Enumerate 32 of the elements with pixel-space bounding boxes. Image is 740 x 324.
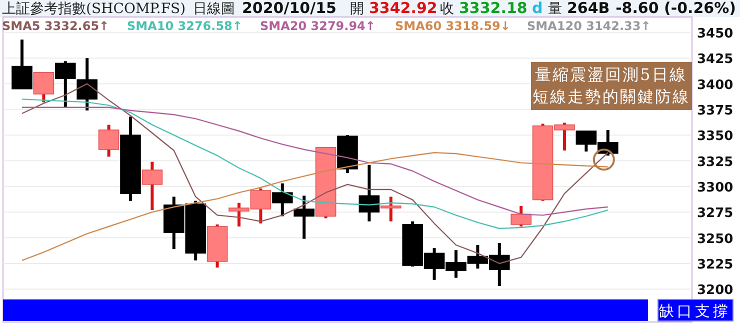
annotation: 2020/10/15 <box>242 0 336 17</box>
text: SMA5 3332.65↑ <box>2 19 110 33</box>
y-tick-label: 3450 <box>697 26 734 42</box>
y-tick-label: 3200 <box>697 283 734 298</box>
band: 缺口支撐 <box>3 298 734 322</box>
note: 量縮震盪回測5日線 短線走勢的關鍵防線 <box>531 62 692 110</box>
text: SMA20 3279.94↑ <box>260 19 376 33</box>
band-label: 缺口支撐 <box>659 302 731 320</box>
chart-title: 上証參考指數(SHCOMP.FS) <box>2 1 186 17</box>
annotation: 量縮震盪回測5日線 <box>535 65 687 84</box>
annotation: 開 <box>350 1 364 17</box>
annotation: d <box>532 0 543 17</box>
y-tick-label: 3225 <box>697 257 734 272</box>
y-tick-label: 3350 <box>697 129 734 144</box>
annotation: 3332.18 <box>459 0 528 17</box>
annotation: -8.60 (-0.26%) <box>616 0 736 17</box>
annotation: 日線圖 <box>193 1 235 17</box>
text: SMA60 3318.59↓ <box>395 19 510 33</box>
y-tick-label: 3275 <box>697 206 734 222</box>
annotation: SMA120 3142.33↑ <box>527 19 651 33</box>
y-tick-label: 3375 <box>697 103 734 118</box>
y-tick-label: 3250 <box>697 232 734 247</box>
annotation: 短線走勢的關鍵防線 <box>532 87 690 106</box>
y-tick-label: 3425 <box>697 52 734 68</box>
annotation: 264B <box>567 0 610 17</box>
text: SMA10 3276.58↑ <box>127 19 242 33</box>
y-tick-label: 3300 <box>697 180 734 196</box>
annotation: 3342.92 <box>369 0 438 17</box>
annotation: 收 <box>440 1 454 17</box>
y-tick-label: 3325 <box>697 154 734 170</box>
y-tick-label: 3400 <box>697 78 734 93</box>
annotation: 量 <box>548 1 562 17</box>
